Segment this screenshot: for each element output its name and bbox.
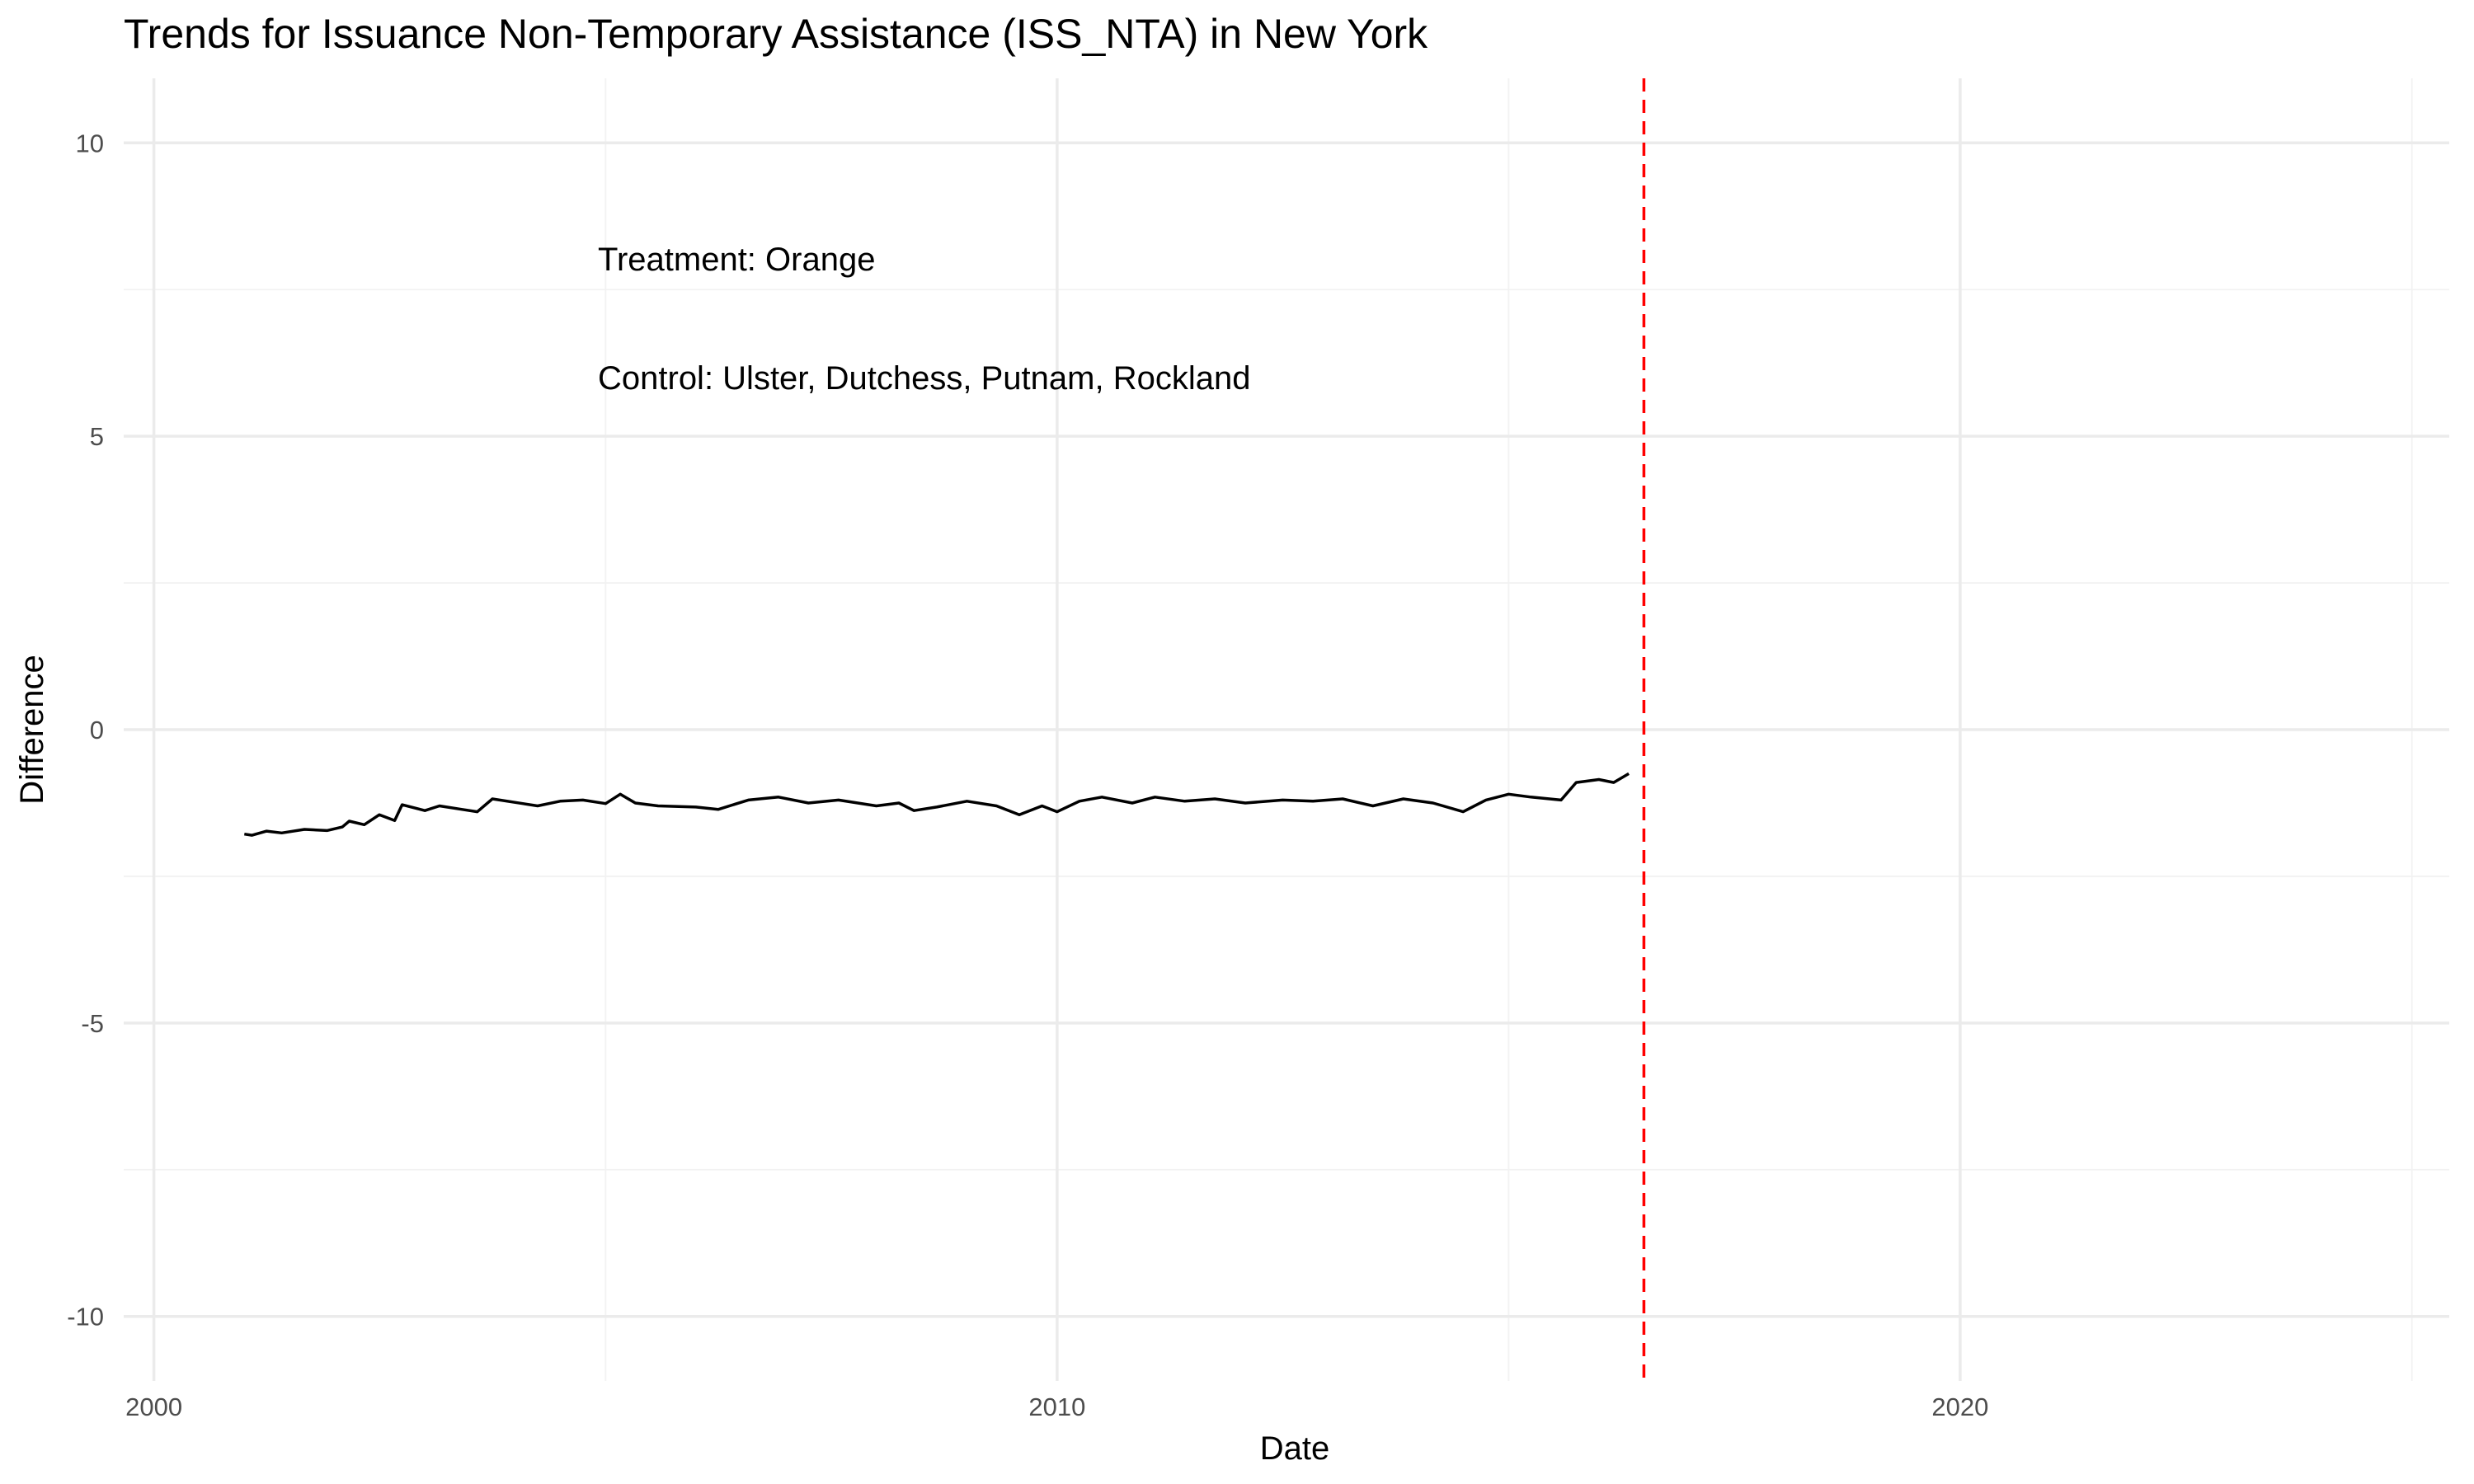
y-tick-label: 5 xyxy=(90,422,104,451)
x-tick-label: 2000 xyxy=(125,1392,182,1421)
x-tick-label: 2020 xyxy=(1931,1392,1988,1421)
major-gridlines xyxy=(124,78,2449,1381)
x-axis-title: Date xyxy=(1260,1430,1330,1467)
y-tick-label: 10 xyxy=(76,129,104,157)
series-layer xyxy=(244,772,1630,837)
y-tick-label: 0 xyxy=(90,716,104,744)
x-tick-labels: 2000 2010 2020 xyxy=(125,1392,1988,1421)
annotation-treatment: Treatment: Orange xyxy=(598,242,875,278)
y-tick-labels: 10 5 0 -5 -10 xyxy=(67,129,104,1331)
y-axis-title: Difference xyxy=(14,655,50,805)
chart-title: Trends for Issuance Non-Temporary Assist… xyxy=(124,11,1428,57)
series-line xyxy=(244,772,1630,837)
y-tick-label: -5 xyxy=(81,1009,104,1038)
y-tick-label: -10 xyxy=(67,1303,104,1331)
annotation-control: Control: Ulster, Dutchess, Putnam, Rockl… xyxy=(598,360,1250,397)
x-tick-label: 2010 xyxy=(1028,1392,1085,1421)
